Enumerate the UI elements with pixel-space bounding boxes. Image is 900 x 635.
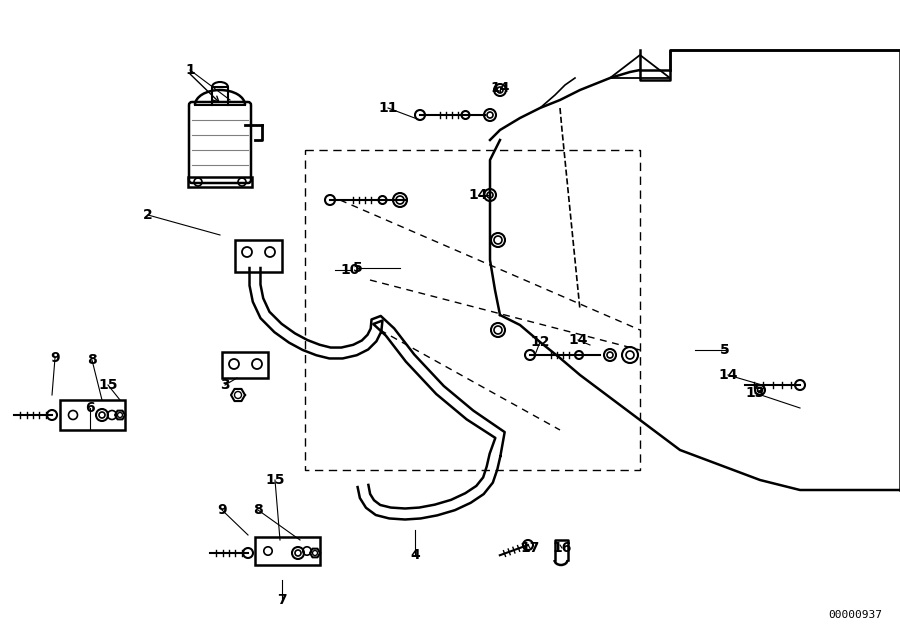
Text: 5: 5	[720, 343, 730, 357]
Text: 9: 9	[50, 351, 59, 365]
Text: 6: 6	[86, 401, 94, 415]
Text: 14: 14	[718, 368, 738, 382]
Text: 9: 9	[217, 503, 227, 517]
Text: 00000937: 00000937	[828, 610, 882, 620]
Text: 17: 17	[520, 541, 540, 555]
Text: 2: 2	[143, 208, 153, 222]
Text: 14: 14	[468, 188, 488, 202]
Text: 16: 16	[553, 541, 572, 555]
Text: 7: 7	[277, 593, 287, 607]
Text: 11: 11	[378, 101, 398, 115]
Text: 10: 10	[340, 263, 360, 277]
Text: 8: 8	[87, 353, 97, 367]
Text: 4: 4	[410, 548, 420, 562]
Text: 15: 15	[98, 378, 118, 392]
Text: 8: 8	[253, 503, 263, 517]
Text: 3: 3	[220, 378, 230, 392]
Text: 13: 13	[745, 386, 765, 400]
Bar	[255, 537, 320, 565]
Text: 1: 1	[185, 63, 195, 77]
Bar	[188, 177, 252, 187]
Text: 14: 14	[491, 81, 509, 95]
Bar	[60, 400, 125, 430]
Text: 12: 12	[530, 335, 550, 349]
Text: 15: 15	[266, 473, 284, 487]
Text: 14: 14	[568, 333, 588, 347]
Text: 5: 5	[353, 261, 363, 275]
